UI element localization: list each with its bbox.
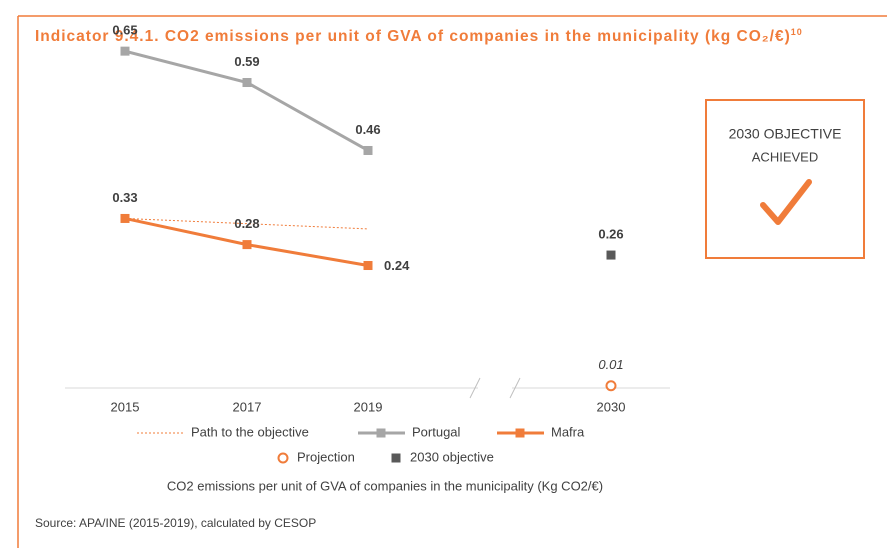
source: Source: APA/INE (2015-2019), calculated …: [35, 516, 316, 530]
series-line: [124, 217, 369, 230]
data-label: 0.59: [234, 54, 259, 69]
legend-swatch: [515, 428, 525, 438]
chart-title: Indicator 9.4.1. CO2 emissions per unit …: [35, 28, 791, 46]
chart-title-block: Indicator 9.4.1. CO2 emissions per unit …: [35, 22, 835, 47]
status-line: ACHIEVED: [752, 149, 818, 164]
data-label: 0.01: [598, 357, 623, 372]
x-tick-label: 2019: [354, 399, 383, 414]
data-point: [242, 78, 252, 88]
status-box: [705, 99, 865, 259]
data-label: 0.24: [384, 258, 410, 273]
legend-label: Portugal: [412, 424, 461, 439]
legend-label: Projection: [297, 449, 355, 464]
data-label: 0.26: [598, 226, 623, 241]
legend-label: Path to the objective: [191, 424, 309, 439]
data-label: 0.65: [112, 23, 137, 38]
data-point: [606, 250, 616, 260]
data-point: [120, 213, 130, 223]
data-label: 0.46: [355, 122, 380, 137]
data-point: [363, 261, 373, 271]
caption: CO2 emissions per unit of GVA of compani…: [167, 478, 603, 493]
data-point: [363, 145, 373, 155]
data-point: [242, 240, 252, 250]
data-point: [605, 380, 617, 392]
x-tick-label: 2030: [597, 399, 626, 414]
legend-label: Mafra: [551, 424, 585, 439]
status-line: 2030 OBJECTIVE: [729, 126, 842, 142]
check-icon: [760, 179, 812, 225]
axis-break: [509, 377, 521, 399]
legend-swatch: [277, 452, 289, 464]
legend-swatch: [391, 453, 401, 463]
data-point: [120, 46, 130, 56]
data-label: 0.28: [234, 216, 259, 231]
title-note: 10: [790, 27, 803, 37]
x-tick-label: 2017: [233, 399, 262, 414]
legend-label: 2030 objective: [410, 449, 494, 464]
data-label: 0.33: [112, 190, 137, 205]
axis-break: [469, 377, 481, 399]
x-tick-label: 2015: [111, 399, 140, 414]
legend-swatch: [376, 428, 386, 438]
